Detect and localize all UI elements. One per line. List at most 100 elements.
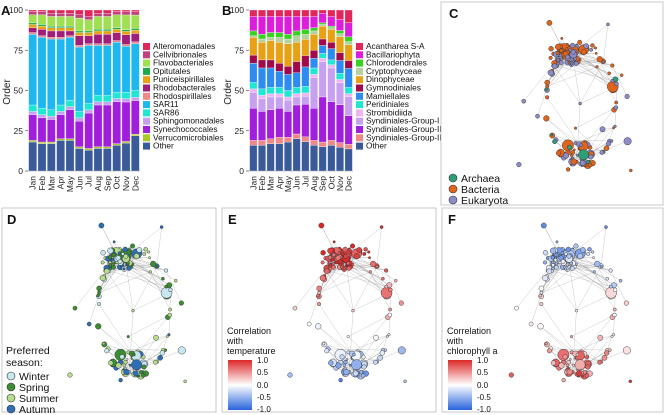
domain-network-edge [554, 66, 581, 104]
temperature-network-node [341, 252, 345, 256]
panel-f-letter: F [448, 212, 456, 227]
temperature-network-node [342, 267, 346, 271]
bar-segment-dinophyceae-feb [258, 42, 266, 61]
x-tick-label-aug: Aug [93, 176, 103, 191]
x-tick-label-oct: Oct [326, 175, 336, 189]
temperature-network-node [318, 222, 325, 229]
y-tick-label: 100 [9, 5, 23, 15]
legend-swatch-flavobacteriales [143, 59, 150, 67]
season-network-node [67, 372, 73, 378]
temperature-network-edge [329, 265, 377, 272]
bar-segment-rhodospirillales-oct [112, 40, 121, 43]
bar-segment-sar11-apr [56, 38, 65, 106]
bar-segment-sar86-jul [84, 103, 93, 110]
bar-segment-gymnodiniales-oct [327, 42, 336, 49]
domain-network-node [613, 105, 619, 110]
bar-segment-sar86-nov [121, 91, 131, 99]
season-network-node [107, 255, 112, 260]
temperature-network-node [348, 363, 352, 367]
chlorophyll-network-node [528, 321, 534, 327]
season-network-node [168, 307, 172, 312]
chlorophyll-network-node [537, 323, 544, 330]
plot-background [249, 10, 353, 171]
legend-swatch-sar11 [143, 101, 150, 109]
panel-f-legend-title-line-1: Correlation [447, 326, 491, 336]
bar-segment-syndiniales-group-i-jan [249, 91, 258, 109]
chlorophyll-network-node [601, 355, 608, 361]
bar-segment-other-may [284, 141, 292, 172]
bar-segment-bacillariophyta-oct [327, 16, 336, 27]
bar-segment-verrucomicrobiales-jun [75, 146, 84, 149]
chlorophyll-network-node [568, 358, 572, 361]
bar-segment-alteromonadales-mar [47, 9, 56, 14]
chlorophyll-network-node [538, 285, 545, 292]
season-network-node [164, 284, 169, 289]
bar-segment-rhodospirillales-sep [103, 43, 112, 46]
bar-segment-sar11-mar [47, 38, 56, 110]
x-tick-label-aug: Aug [309, 176, 319, 191]
domain-network-node [544, 79, 550, 86]
bar-segment-other-feb [37, 143, 47, 172]
bar-segment-syndiniales-group-iii-mar [266, 138, 275, 144]
domain-network-edge [575, 128, 603, 153]
bar-segment-opitutales-apr [56, 25, 65, 28]
chlorophyll-network-node [569, 335, 573, 339]
season-network-node [117, 251, 121, 255]
bar-segment-cellvibrionales-sep [103, 13, 112, 17]
bar-segment-opitutales-aug [93, 29, 103, 32]
domain-network-node [551, 63, 558, 70]
bar-segment-cellvibrionales-apr [56, 13, 65, 17]
panel-d-frame [1, 207, 217, 413]
domain-network-node [556, 62, 560, 66]
temperature-network-edge [370, 271, 391, 310]
y-tick-label: 50 [235, 86, 245, 96]
domain-network-node [593, 46, 597, 50]
bar-segment-dinophyceae-apr [275, 42, 284, 64]
bar-segment-syndiniales-group-i-may [284, 100, 292, 112]
domain-network-node [610, 63, 615, 68]
temperature-network-node [388, 287, 393, 293]
bar-segment-flavobacteriales-mar [47, 16, 56, 27]
archaea-legend-swatch [448, 173, 458, 183]
bar-segment-gymnodiniales-sep [318, 38, 327, 46]
bar-segment-rhodobacterales-oct [112, 32, 121, 41]
bar-segment-syndiniales-group-i-feb [258, 98, 266, 112]
bar-segment-other-sep [103, 148, 112, 172]
legend-label-synechococcales: Synechococcales [153, 124, 218, 134]
bar-segment-opitutales-dec [131, 28, 140, 31]
bar-segment-strombidiida-oct [327, 64, 336, 69]
domain-network-edge [571, 63, 613, 89]
bar-segment-sar86-sep [103, 95, 112, 102]
bar-segment-flavobacteriales-jul [84, 19, 93, 32]
bar-segment-cellvibrionales-jan [28, 11, 37, 15]
domain-network-node [623, 137, 632, 146]
season-network-edge [98, 303, 133, 354]
chlorophyll-network-node [591, 250, 595, 254]
chlorophyll-network-node [610, 334, 614, 338]
bar-segment-verrucomicrobiales-jan [28, 140, 37, 143]
autumn-legend-swatch [6, 404, 16, 414]
bar-segment-chlorodendrales-oct [327, 25, 336, 28]
season-network-node [131, 359, 142, 371]
bar-segment-acantharea-s-a-mar [266, 9, 275, 17]
bar-segment-acantharea-s-a-feb [258, 9, 266, 17]
bar-segment-flavobacteriales-apr [56, 16, 65, 27]
domain-network-node [606, 22, 610, 27]
bar-segment-strombidiida-dec [344, 93, 353, 97]
temperature-network-node [362, 252, 367, 256]
season-network-node [183, 379, 187, 384]
temperature-network-node [287, 372, 293, 378]
bar-segment-flavobacteriales-oct [112, 14, 121, 28]
season-network-node [142, 252, 147, 256]
bar-segment-synechococcales-sep [103, 104, 112, 147]
bar-segment-bacillariophyta-dec [344, 22, 353, 37]
domain-network-edge [556, 61, 604, 67]
chlorophyll-network-node [573, 243, 579, 249]
bar-segment-other-jul [84, 149, 93, 172]
bar-segment-opitutales-jun [75, 30, 84, 33]
bar-segment-rhodospirillales-jun [75, 45, 84, 48]
bar-segment-bacillariophyta-aug [310, 16, 318, 28]
bar-segment-syndiniales-group-iii-jan [249, 140, 258, 146]
chlorophyll-network-node [546, 268, 553, 275]
season-network-node [125, 358, 129, 361]
